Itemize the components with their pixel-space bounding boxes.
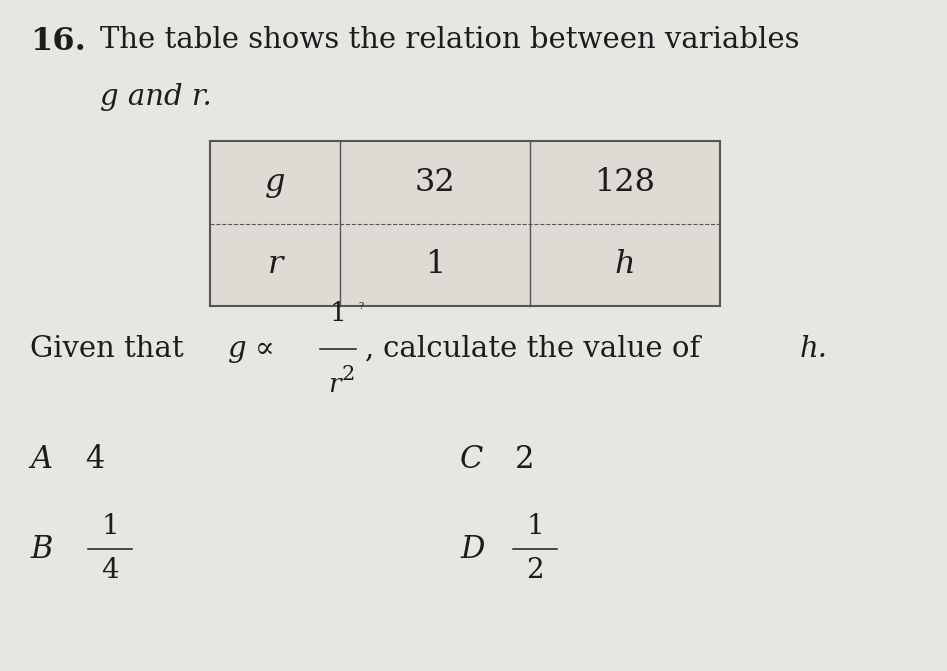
Bar (210, 141, 720, 306)
Text: calculate the value of: calculate the value of (383, 335, 709, 363)
Text: 16.: 16. (30, 26, 86, 57)
Text: g: g (265, 167, 285, 198)
Text: 32: 32 (415, 167, 456, 198)
Text: 2: 2 (527, 558, 544, 584)
Text: C: C (460, 444, 483, 474)
Text: ∝: ∝ (255, 335, 275, 363)
Text: The table shows the relation between variables: The table shows the relation between var… (100, 26, 799, 54)
Text: 1: 1 (101, 513, 119, 541)
Text: 1: 1 (330, 301, 347, 326)
Text: ,: , (365, 335, 374, 363)
Text: D: D (460, 533, 485, 564)
Text: B: B (30, 533, 52, 564)
Text: 2: 2 (515, 444, 534, 474)
Text: 4: 4 (101, 558, 118, 584)
Text: h: h (615, 249, 635, 280)
Text: 4: 4 (85, 444, 104, 474)
Text: 1: 1 (425, 249, 445, 280)
Text: r: r (267, 249, 282, 280)
Text: r: r (328, 372, 340, 397)
Text: ?: ? (358, 302, 364, 311)
Text: 1: 1 (527, 513, 544, 541)
Text: g and r.: g and r. (100, 83, 212, 111)
Text: Given that: Given that (30, 335, 193, 363)
Text: 2: 2 (341, 365, 354, 384)
Text: 128: 128 (595, 167, 655, 198)
Text: g: g (228, 335, 246, 363)
Text: h.: h. (800, 335, 828, 363)
Text: A: A (30, 444, 52, 474)
